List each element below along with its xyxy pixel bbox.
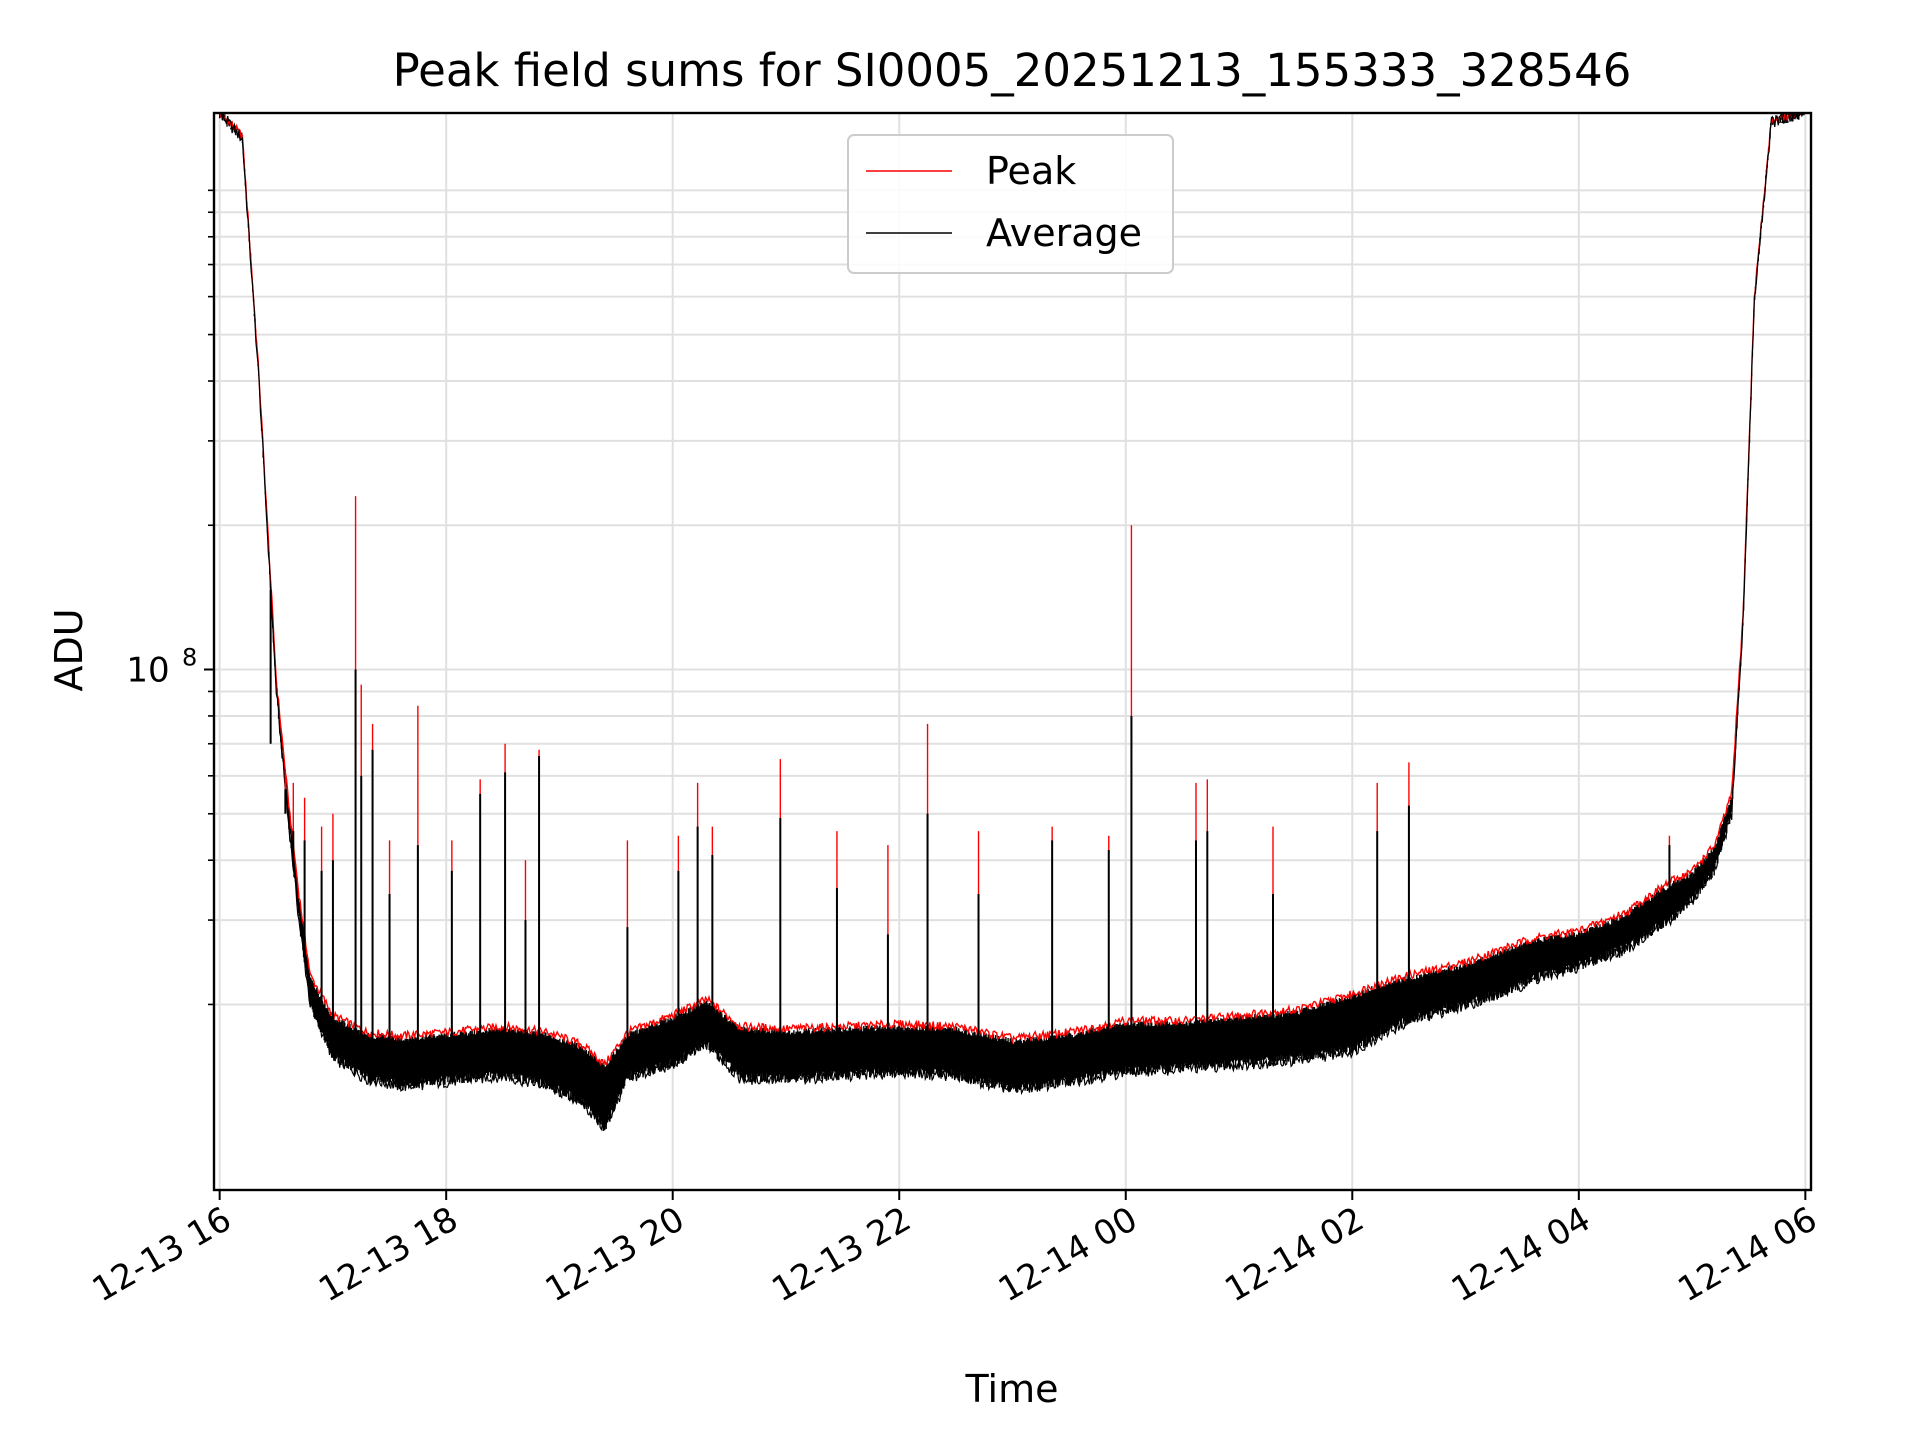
y-tick-exponent: 8	[182, 644, 197, 672]
legend-label-peak: Peak	[986, 149, 1076, 193]
chart-title: Peak field sums for SI0005_20251213_1553…	[393, 44, 1632, 97]
x-axis-label: Time	[965, 1367, 1059, 1411]
legend-box	[847, 134, 1174, 274]
plot-frame	[212, 111, 1813, 1192]
legend-label-average: Average	[986, 211, 1142, 255]
peak-series-line	[219, 113, 1804, 1067]
legend: Peak Average	[847, 134, 1174, 274]
y-axis: 10 8	[126, 189, 214, 1006]
average-series-line	[220, 113, 1804, 1131]
y-tick-label: 10	[126, 651, 169, 691]
y-axis-label: ADU	[47, 608, 91, 691]
plot-series	[219, 113, 1805, 1131]
